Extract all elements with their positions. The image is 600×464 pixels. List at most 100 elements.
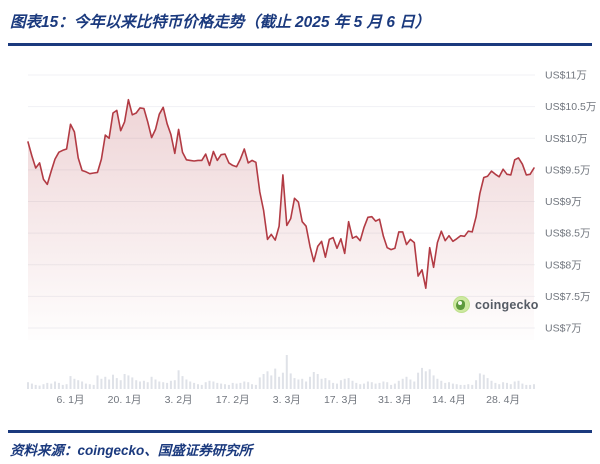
x-axis-label: 6. 1月 <box>56 394 84 406</box>
volume-bar <box>123 374 126 389</box>
volume-bar <box>92 384 95 389</box>
volume-bar <box>293 378 296 389</box>
volume-bar <box>301 378 304 389</box>
volume-bar <box>513 381 516 389</box>
volume-bar <box>285 355 288 389</box>
volume-bar <box>320 378 323 389</box>
x-axis-labels: 6. 1月 20. 1月 3. 2月 17. 2月 3. 3月 17. 3月 31. 3月 1… <box>56 394 520 406</box>
volume-bar <box>312 372 315 389</box>
volume-bar <box>88 384 91 389</box>
volume-bar <box>54 381 56 389</box>
volume-bar <box>135 380 138 389</box>
price-area <box>28 99 534 340</box>
volume-bar <box>46 382 49 389</box>
volume-bar <box>448 382 450 389</box>
volume-bar <box>397 380 400 389</box>
volume-bar <box>305 381 308 389</box>
volume-bar <box>208 380 211 389</box>
volume-bar <box>390 384 393 389</box>
volume-bar <box>34 384 37 389</box>
volume-bar <box>332 382 335 389</box>
x-axis-label: 20. 1月 <box>108 394 142 406</box>
y-axis-label: US$8.5万 <box>545 228 591 240</box>
volume-bar <box>146 382 149 389</box>
volume-bar <box>139 381 141 389</box>
volume-bar <box>65 384 68 389</box>
volume-bar <box>27 382 29 389</box>
volume-bar <box>162 382 165 389</box>
volume-bar <box>96 375 99 389</box>
volume-bar <box>115 378 118 389</box>
volume-bar <box>471 384 474 389</box>
volume-bar <box>324 378 327 389</box>
volume-bar <box>50 383 53 389</box>
volume-bar <box>506 382 508 389</box>
volume-bar <box>181 376 184 389</box>
volume-bar <box>529 384 532 389</box>
volume-bar <box>459 384 462 389</box>
volume-bar <box>440 380 443 389</box>
volume-bar <box>428 369 431 389</box>
volume-bar <box>502 382 505 389</box>
volume-bar <box>235 383 238 389</box>
volume-bar <box>69 376 72 389</box>
volume-bar <box>73 378 76 389</box>
volume-bar <box>142 380 145 389</box>
volume-bar <box>169 380 172 389</box>
y-axis-label: US$9万 <box>545 196 582 208</box>
volume-bar <box>104 376 107 389</box>
x-axis-label: 17. 2月 <box>216 394 250 406</box>
volume-bar <box>363 383 365 389</box>
volume-bar <box>309 376 311 389</box>
y-axis-label: US$11万 <box>545 70 587 82</box>
y-axis-label: US$10万 <box>545 133 588 145</box>
volume-bar <box>193 382 196 389</box>
x-axis-label: 3. 3月 <box>273 394 301 406</box>
volume-bar <box>278 376 281 389</box>
volume-bar <box>84 383 87 389</box>
volume-bar <box>239 382 242 389</box>
volume-bar <box>494 382 497 389</box>
y-axis-label: US$7.5万 <box>545 291 591 303</box>
volume-bar <box>347 378 350 389</box>
volume-bar <box>436 378 439 389</box>
volume-bar <box>231 382 234 389</box>
volume-bar <box>254 384 257 389</box>
volume-bar <box>409 379 412 389</box>
y-axis-label: US$8万 <box>545 259 582 271</box>
volume-bar <box>42 384 45 389</box>
x-axis-label: 28. 4月 <box>486 394 520 406</box>
y-axis-label: US$7万 <box>545 323 582 335</box>
volume-bar <box>112 374 114 389</box>
volume-bar <box>30 383 33 389</box>
volume-bar <box>81 381 84 389</box>
volume-bar <box>297 379 300 389</box>
volume-bar <box>274 368 277 389</box>
x-axis-label: 3. 2月 <box>165 394 193 406</box>
volume-bar <box>61 384 64 389</box>
volume-bar <box>212 381 215 389</box>
volume-bar <box>413 381 416 389</box>
volume-bar <box>247 382 250 389</box>
volume-bar <box>444 382 447 389</box>
volume-bar <box>200 384 203 389</box>
x-axis-label: 14. 4月 <box>432 394 466 406</box>
volume-bar <box>463 384 466 389</box>
volume-bar <box>220 383 223 389</box>
y-axis-labels: US$11万 US$10.5万 US$10万 US$9.5万 US$9万 US$8.5万 U… <box>545 70 596 335</box>
caption-divider-rule <box>8 43 592 46</box>
volume-bar <box>57 382 60 389</box>
volume-bar <box>509 384 512 389</box>
volume-bar <box>204 382 207 389</box>
volume-bar <box>382 381 385 389</box>
x-axis-label: 17. 3月 <box>324 394 358 406</box>
volume-bar <box>339 380 342 389</box>
volume-bar <box>386 382 389 389</box>
volume-bar <box>482 374 485 389</box>
volume-bar <box>370 382 373 389</box>
volume-bar <box>262 374 265 389</box>
volume-bar <box>316 374 319 389</box>
volume-bar <box>374 383 377 389</box>
volume-bar <box>478 373 481 389</box>
